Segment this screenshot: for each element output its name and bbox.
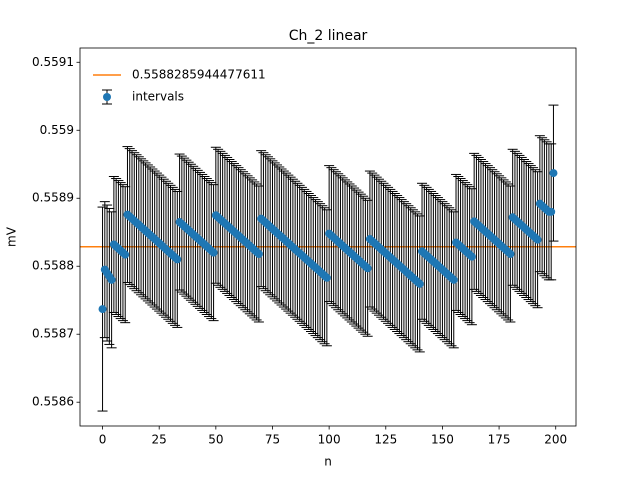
x-tick-label: 75 [265,433,280,447]
y-tick-label: 0.5587 [32,327,74,341]
x-tick-label: 200 [544,433,567,447]
point [449,275,458,284]
x-tick-label: 175 [488,433,511,447]
legend-marker [103,93,111,101]
point [533,235,542,244]
y-tick-label: 0.5586 [32,395,74,409]
legend-label: intervals [132,90,184,104]
chart-title: Ch_2 linear [289,28,368,44]
point [363,264,372,273]
point [98,305,107,314]
x-tick-label: 50 [208,433,223,447]
x-tick-label: 0 [99,433,107,447]
y-tick-label: 0.5588 [32,259,74,273]
point [549,169,558,178]
point [121,250,130,259]
point [107,275,116,284]
point [209,248,218,257]
x-tick-label: 150 [431,433,454,447]
x-tick-label: 100 [318,433,341,447]
point [322,273,331,282]
legend-label: 0.5588285944477611 [132,68,266,82]
point [547,207,556,216]
point [173,255,182,264]
x-tick-label: 25 [152,433,167,447]
y-tick-label: 0.5591 [32,55,74,69]
y-axis-label: mV [5,226,19,247]
y-tick-label: 0.559 [40,123,74,137]
point [254,249,263,258]
x-tick-label: 125 [374,433,397,447]
y-tick-label: 0.5589 [32,191,74,205]
point [506,249,515,258]
x-axis-label: n [324,455,332,469]
plot-frame [79,47,577,427]
point [467,252,476,261]
point [415,279,424,288]
